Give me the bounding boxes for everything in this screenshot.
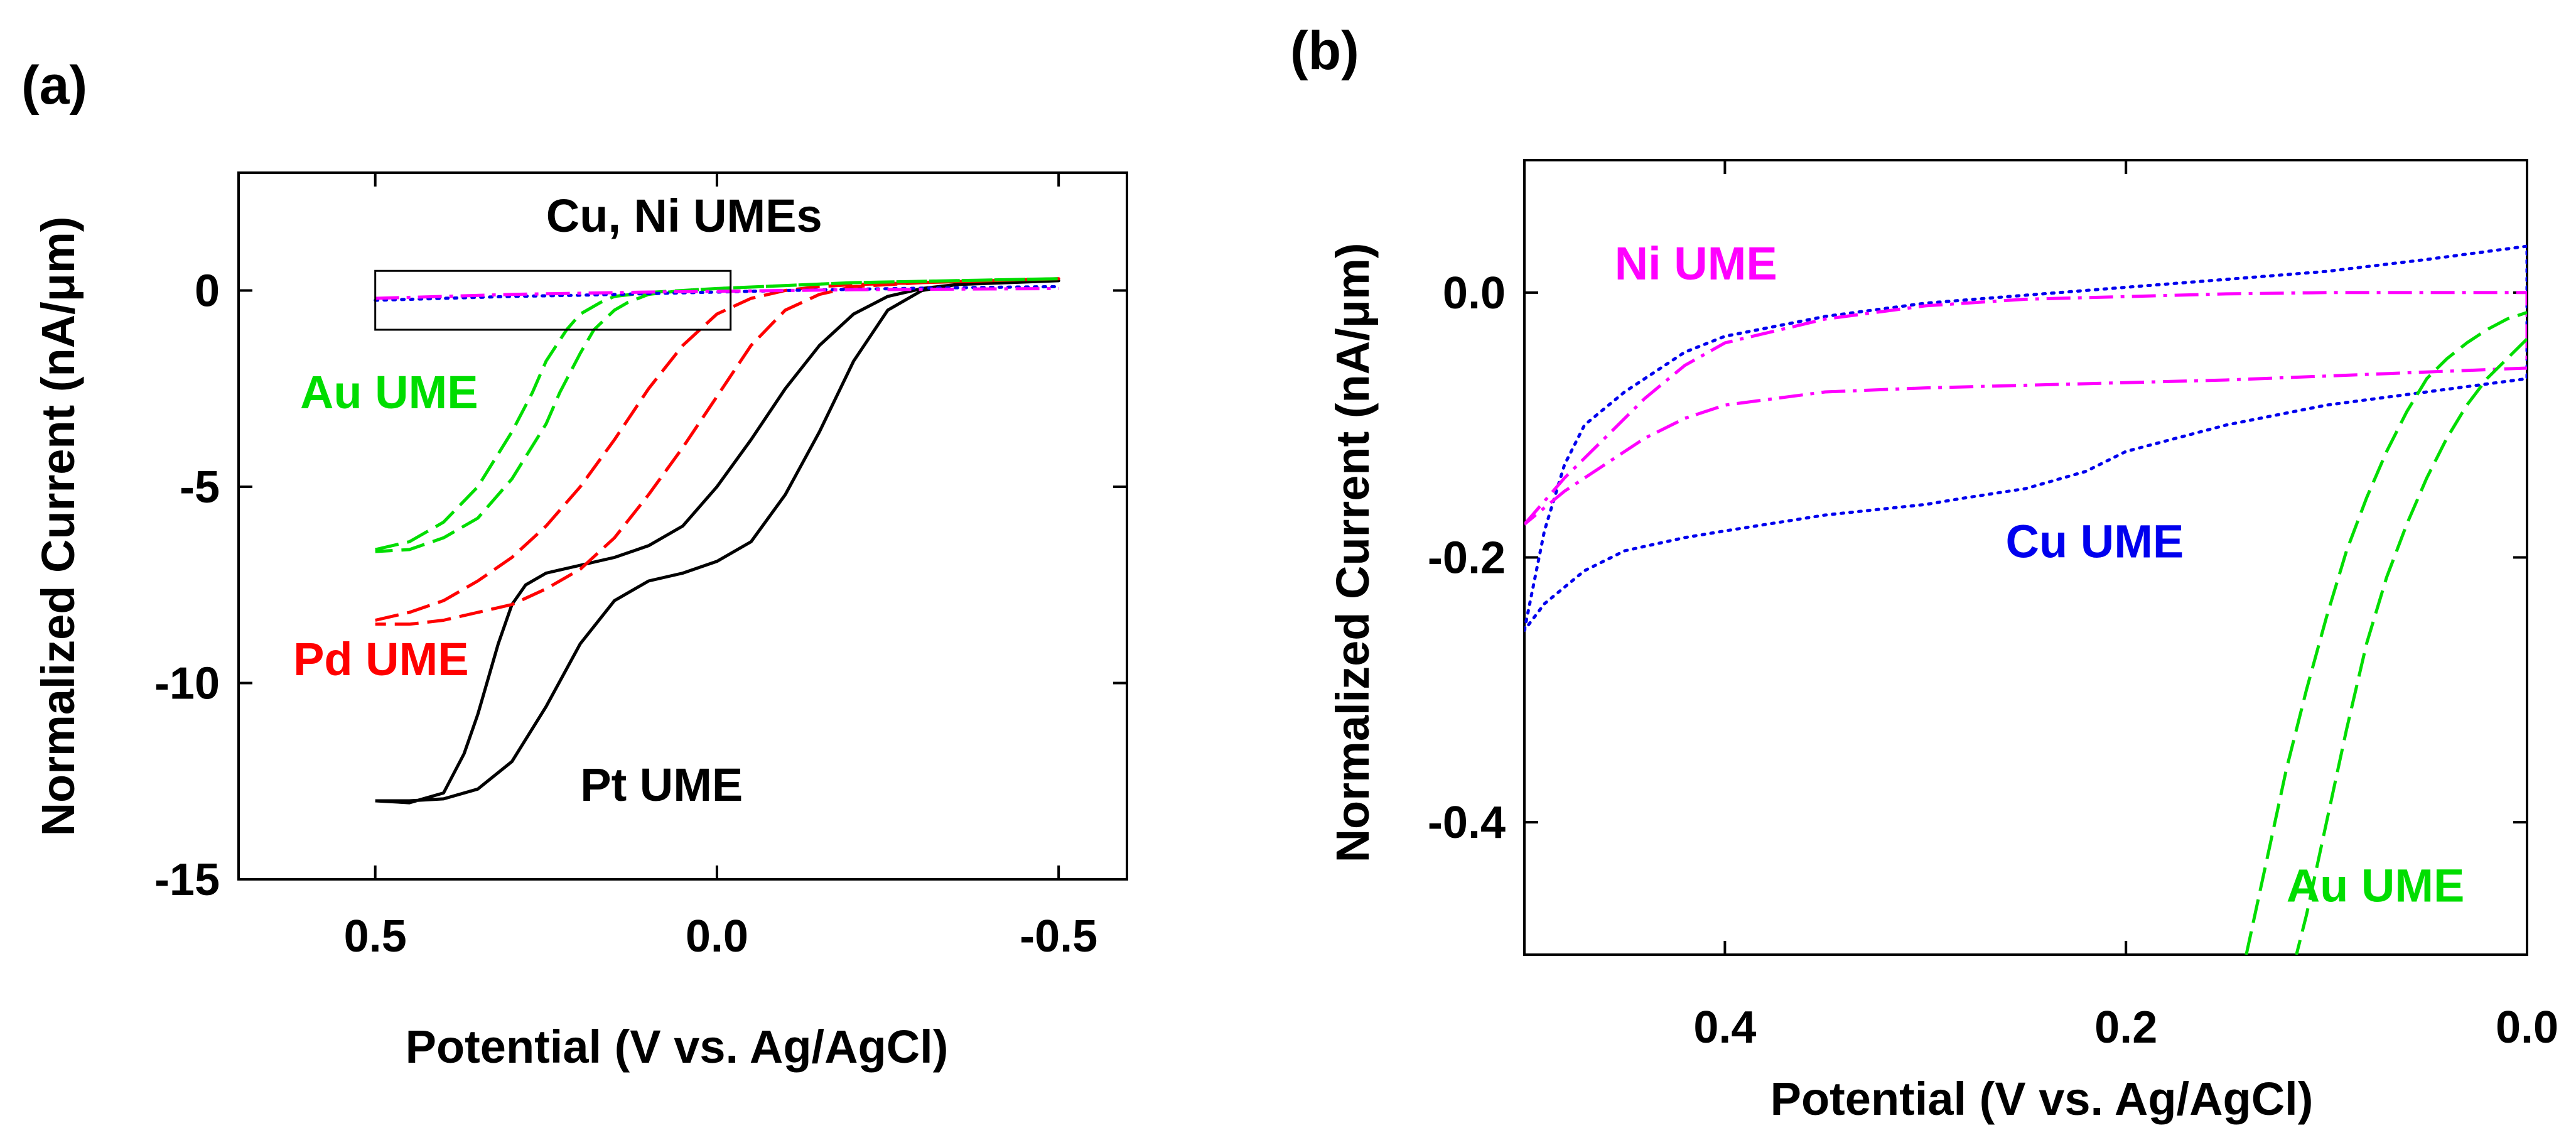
panel-b-plot-area: 0.4 0.2 0.0 0.0 -0.2 -0.4 Ni UME Cu UME Au UME xyxy=(1428,159,2558,1053)
panel-a-series-pt-ume xyxy=(375,279,1060,805)
panel-b-series-group xyxy=(1524,244,2527,955)
panel-a-y-tick-label: -10 xyxy=(154,659,220,709)
panel-a-label: (a) xyxy=(21,55,87,116)
panel-a-x-tick-label: 0.5 xyxy=(344,911,407,962)
panel-a-series-group xyxy=(374,277,1060,805)
panel-a-y-tick-label: -5 xyxy=(180,462,220,513)
panel-b-x-axis-title: Potential (V vs. Ag/AgCl) xyxy=(1770,1073,2314,1125)
panel-a-annotation-au-ume: Au UME xyxy=(300,366,478,418)
panel-a-series-ni-ume xyxy=(375,286,1059,300)
panel-b-x-tick-label: 0.4 xyxy=(1693,1002,1756,1053)
panel-a-annotation-cu-ni-umes: Cu, Ni UMEs xyxy=(546,190,822,242)
panel-a-series-pd-ume xyxy=(375,277,1060,626)
panel-a: (a) 0.5 0.0 -0.5 0 -5 -10 -15 Cu, Ni UMEs Au UME… xyxy=(21,55,1128,1073)
panel-a-y-tick-label: -15 xyxy=(154,855,220,905)
panel-a-plot-area: 0.5 0.0 -0.5 0 -5 -10 -15 Cu, Ni UMEs Au UME Pd U… xyxy=(154,171,1128,962)
panel-a-series-au-ume xyxy=(375,277,1060,553)
panel-a-annotation-pt-ume: Pt UME xyxy=(580,759,743,811)
panel-b-y-tick-label: -0.4 xyxy=(1428,798,1506,848)
panel-b-series-au-ume xyxy=(2245,311,2527,955)
panel-b-y-tick-label: 0.0 xyxy=(1443,268,1506,318)
panel-a-x-tick-label: 0.0 xyxy=(686,911,748,962)
panel-a-x-axis-title: Potential (V vs. Ag/AgCl) xyxy=(406,1021,949,1073)
panel-b-annotation-cu-ume: Cu UME xyxy=(2006,516,2184,568)
panel-b: (b) 0.4 0.2 0.0 0.0 -0.2 -0.4 Ni UME Cu UME Au U… xyxy=(1290,21,2558,1125)
panel-b-y-axis-title: Normalized Current (nA/μm) xyxy=(1327,243,1379,863)
panel-b-y-tick-label: -0.2 xyxy=(1428,533,1506,583)
panel-a-annotation-pd-ume: Pd UME xyxy=(293,633,469,685)
panel-a-y-axis-title: Normalized Current (nA/μm) xyxy=(32,217,84,837)
panel-b-x-tick-label: 0.2 xyxy=(2094,1002,2157,1053)
panel-a-x-tick-label: -0.5 xyxy=(1020,911,1097,962)
panel-b-annotation-ni-ume: Ni UME xyxy=(1615,237,1777,290)
panel-a-y-tick-label: 0 xyxy=(195,266,220,317)
panel-b-label: (b) xyxy=(1290,21,1359,81)
panel-a-plot-frame xyxy=(237,171,1128,881)
panel-b-annotation-au-ume: Au UME xyxy=(2287,860,2465,912)
panel-b-series-au-ume-reverse xyxy=(2295,337,2527,955)
panel-b-series-ni-ume xyxy=(1524,291,2527,526)
panel-b-x-tick-label: 0.0 xyxy=(2496,1002,2558,1053)
panel-a-zoom-region-box xyxy=(374,269,732,331)
panel-b-series-cu-ume xyxy=(1524,244,2527,632)
